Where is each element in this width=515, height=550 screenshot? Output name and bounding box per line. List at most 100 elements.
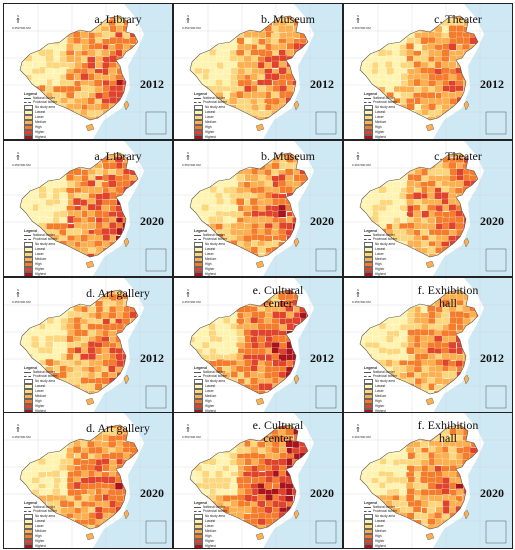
region-cell (392, 19, 401, 27)
map-legend: Legend National border Provincial border No… (24, 229, 76, 276)
legend-swatch (24, 393, 33, 399)
legend-label: Medium (205, 529, 217, 533)
region-cell (108, 180, 117, 188)
north-arrow-icon: ⇑ (355, 17, 361, 25)
region-cell (228, 186, 238, 194)
region-cell (31, 435, 40, 443)
region-cell (20, 73, 27, 81)
map-title: b. Museum (261, 149, 315, 163)
legend-item: No study area (364, 378, 416, 384)
region-cell (39, 434, 48, 442)
national-border (359, 152, 479, 258)
region-cell (209, 16, 218, 22)
region-cell (202, 25, 211, 34)
south-china-sea-inset (145, 111, 167, 135)
region-cell (427, 482, 437, 490)
region-cell (251, 347, 260, 356)
region-cell (420, 513, 429, 521)
region-cell (108, 241, 118, 249)
taiwan-island (123, 374, 130, 385)
region-cell (93, 79, 103, 87)
legend-item: Provincial border (194, 374, 246, 378)
region-cell (102, 500, 111, 508)
legend-item: Provincial border (24, 374, 76, 378)
region-cell (371, 429, 381, 437)
legend-label: Medium (375, 257, 387, 261)
legend-swatch (364, 246, 373, 252)
legend-label: Lowest (375, 247, 386, 251)
region-cell (421, 383, 430, 391)
legend-item: Lowest (194, 518, 246, 524)
region-cell (190, 453, 196, 462)
region-cell (60, 488, 69, 497)
legend-item: Highest (194, 271, 246, 276)
legend-title: Legend (364, 501, 377, 505)
region-cell (299, 163, 308, 171)
region-cell (67, 328, 76, 337)
region-cell (364, 216, 373, 224)
legend-item: No study area (24, 241, 76, 247)
region-cell (20, 37, 26, 45)
region-cell (195, 311, 204, 320)
region-cell (190, 439, 197, 448)
legend-label: National border (373, 370, 395, 375)
north-arrow-icon: ⇑ (355, 426, 361, 434)
legend-swatch (24, 104, 33, 110)
region-cell (435, 168, 444, 176)
region-cell (378, 31, 387, 39)
region-cell (245, 259, 253, 266)
china-map (174, 278, 342, 413)
region-cell (371, 163, 381, 171)
region-cell (209, 25, 218, 33)
region-cell (250, 216, 259, 224)
map-title: f. Exhibition hall (417, 418, 479, 445)
region-cell (230, 290, 239, 296)
legend-label: Lowest (205, 110, 216, 114)
region-cell (80, 234, 89, 242)
legend-label: Lowest (35, 110, 46, 114)
scale-bar: 0 250 500 KM (12, 300, 31, 304)
legend-swatch (24, 398, 33, 404)
region-cell (59, 36, 68, 45)
legend-swatch (364, 129, 373, 135)
region-cell (364, 79, 373, 88)
region-cell (190, 73, 196, 82)
region-cell (45, 162, 55, 170)
region-cell (31, 175, 40, 183)
region-cell (216, 290, 225, 295)
region-cell (371, 37, 380, 45)
region-cell (364, 441, 373, 449)
china-map (174, 413, 342, 548)
legend-item: Higher (364, 266, 416, 272)
region-cell (435, 359, 444, 367)
region-cell (360, 353, 366, 361)
region-cell (427, 92, 436, 100)
region-cell (87, 329, 97, 337)
legend-label: Medium (375, 529, 387, 533)
legend-label: High (375, 399, 382, 403)
legend-label: National border (203, 96, 225, 101)
legend-item: National border (24, 96, 76, 100)
region-cell (20, 169, 27, 177)
region-cell (229, 329, 238, 337)
region-cell (372, 25, 381, 33)
region-cell (420, 54, 429, 63)
legend-swatch (24, 114, 33, 120)
region-cell (73, 458, 82, 466)
legend-swatch (364, 371, 371, 373)
region-cell (20, 311, 27, 319)
legend-item: Provincial border (364, 100, 416, 104)
legend-item: Higher (194, 266, 246, 272)
region-cell (434, 524, 443, 529)
region-cell (447, 323, 457, 331)
region-cell (209, 180, 218, 188)
region-cell (250, 371, 259, 379)
region-cell (73, 43, 82, 51)
region-cell (190, 217, 196, 225)
region-cell (72, 197, 82, 206)
legend-label: Highest (35, 409, 46, 413)
legend-item: Medium (194, 256, 246, 262)
region-cell (39, 32, 48, 40)
legend-swatch (24, 528, 33, 534)
region-cell (59, 162, 68, 170)
